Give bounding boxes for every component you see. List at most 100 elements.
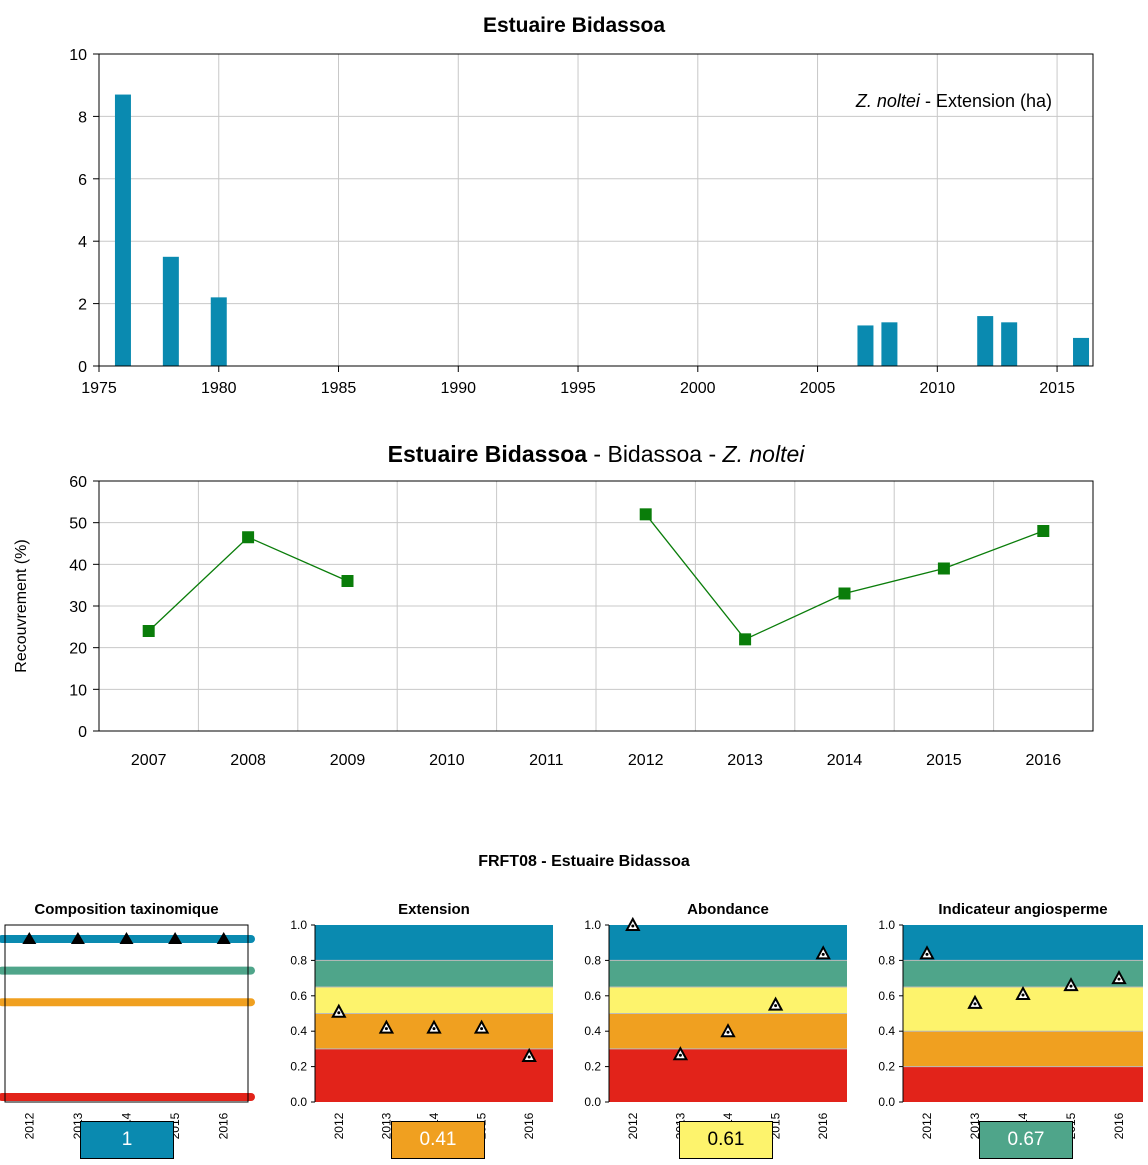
chart1-bar (857, 325, 874, 366)
chart1-y-tick-label: 8 (78, 109, 87, 126)
chart1-y-tick-label: 0 (78, 359, 87, 376)
chart1-bar (1073, 337, 1090, 366)
chart2-y-tick-label: 0 (78, 724, 87, 741)
chart3-x-tick-label: 2016 (522, 1112, 536, 1139)
chart1-x-tick-label: 1985 (321, 380, 357, 397)
chart3-score-box: 0.67 (979, 1121, 1073, 1159)
chart2-series-line (148, 536, 348, 632)
chart2-x-tick-label: 2015 (926, 752, 962, 769)
chart1-annotation-species: Z. noltei (855, 91, 921, 111)
chart3-x-tick-label: 2016 (1112, 1112, 1126, 1139)
chart3-point-center (774, 1004, 778, 1008)
chart3-group-title: FRFT08 - Estuaire Bidassoa (478, 853, 690, 870)
chart1-bar (162, 256, 179, 366)
chart2-x-tick-label: 2016 (1026, 752, 1062, 769)
chart1-annotation-label: - Extension (ha) (920, 91, 1052, 111)
chart3-point-center (821, 952, 825, 956)
chart3-x-tick-label: 2012 (22, 1112, 36, 1139)
chart3-y-tick-label: 1.0 (878, 918, 895, 932)
chart3-point-center (1021, 993, 1025, 997)
chart1-y-tick-label: 4 (78, 234, 87, 251)
chart2-x-tick-label: 2007 (131, 752, 167, 769)
chart1-x-tick-label: 1995 (560, 380, 596, 397)
chart2-y-tick-label: 60 (69, 474, 87, 491)
chart3-y-tick-label: 0.0 (290, 1095, 307, 1109)
chart3-status-band (609, 1048, 847, 1102)
chart3-x-tick-label: 2012 (920, 1112, 934, 1139)
chart1-bar (1001, 322, 1018, 366)
chart2-frame (98, 480, 1094, 732)
chart3-status-band (315, 960, 553, 987)
chart3-y-tick-label: 0.8 (584, 953, 601, 967)
chart3-status-band (903, 925, 1143, 961)
chart3-y-tick-label: 0.8 (290, 953, 307, 967)
chart2-y-tick-label: 30 (69, 599, 87, 616)
chart3-point-center (678, 1053, 682, 1057)
chart1-bar (881, 322, 898, 366)
chart3-x-tick-label: 2012 (626, 1112, 640, 1139)
chart2-point (341, 575, 354, 587)
chart3-point-center (973, 1002, 977, 1006)
chart3-x-tick-label: 2012 (332, 1112, 346, 1139)
chart3-y-tick-label: 0.8 (878, 953, 895, 967)
chart1-y-tick-label: 6 (78, 172, 87, 189)
chart3-status-band (315, 925, 553, 961)
chart3-panel-title: Composition taxinomique (34, 901, 218, 918)
chart3-y-tick-label: 0.4 (878, 1024, 895, 1038)
chart2-point (142, 625, 155, 637)
chart1-x-tick-label: 2000 (680, 380, 716, 397)
chart2-y-axis-label: Recouvrement (%) (13, 539, 30, 672)
chart3-status-band (609, 960, 847, 987)
chart3-point-center (527, 1055, 531, 1059)
chart3-x-tick-label: 2016 (217, 1112, 231, 1139)
chart3-x-tick-label: 2016 (816, 1112, 830, 1139)
chart2-title-waterbody: - Bidassoa - (587, 441, 723, 467)
chart3-point-center (726, 1030, 730, 1034)
chart2-x-tick-label: 2009 (330, 752, 366, 769)
chart1-y-tick-label: 10 (69, 47, 87, 64)
chart2-title-site: Estuaire Bidassoa (388, 441, 588, 467)
chart2-point (1037, 525, 1050, 537)
chart1-x-tick-label: 1975 (81, 380, 117, 397)
chart2-point (639, 508, 652, 521)
chart3-y-tick-label: 0.2 (584, 1060, 601, 1074)
chart3-y-tick-label: 0.0 (584, 1095, 601, 1109)
chart2-x-tick-label: 2013 (727, 752, 763, 769)
chart2-x-tick-label: 2008 (230, 752, 266, 769)
chart3-score-box: 1 (80, 1121, 174, 1159)
chart3-point-center (925, 952, 929, 956)
chart3-x-tick-label: 2013 (379, 1112, 393, 1139)
chart2-series-line (645, 513, 1044, 641)
chart3-y-tick-label: 0.6 (290, 989, 307, 1003)
chart2-y-tick-label: 20 (69, 641, 87, 658)
chart3-y-tick-label: 0.6 (584, 989, 601, 1003)
chart3-y-tick-label: 0.0 (878, 1095, 895, 1109)
chart1-annotation: Z. noltei - Extension (ha) (855, 91, 1052, 111)
chart3-point-center (1069, 984, 1073, 988)
chart3-point (168, 932, 183, 944)
chart3-score-box: 0.41 (391, 1121, 485, 1159)
chart3-panel-title: Abondance (687, 901, 769, 918)
chart3-x-tick-label: 2013 (968, 1112, 982, 1139)
chart3-point-center (384, 1027, 388, 1031)
chart2-y-tick-label: 40 (69, 557, 87, 574)
chart2-x-tick-label: 2010 (429, 752, 465, 769)
chart3-point-center (631, 924, 635, 928)
chart1-x-tick-label: 2010 (920, 380, 956, 397)
chart3-status-band (315, 986, 553, 1014)
chart3-status-band (609, 925, 847, 961)
chart3-y-tick-label: 0.4 (584, 1024, 601, 1038)
chart1-y-tick-label: 2 (78, 297, 87, 314)
chart1-x-tick-label: 2005 (800, 380, 836, 397)
chart1-x-tick-label: 2015 (1039, 380, 1075, 397)
chart3-y-tick-label: 0.4 (290, 1024, 307, 1038)
chart3-y-tick-label: 0.6 (878, 989, 895, 1003)
chart2-y-tick-label: 50 (69, 516, 87, 533)
chart3-point-center (480, 1027, 484, 1031)
chart1-bar (114, 94, 131, 366)
chart3-point (22, 932, 37, 944)
chart3-status-band (903, 960, 1143, 987)
chart1-bar (977, 316, 994, 366)
chart3-status-band (903, 1031, 1143, 1067)
